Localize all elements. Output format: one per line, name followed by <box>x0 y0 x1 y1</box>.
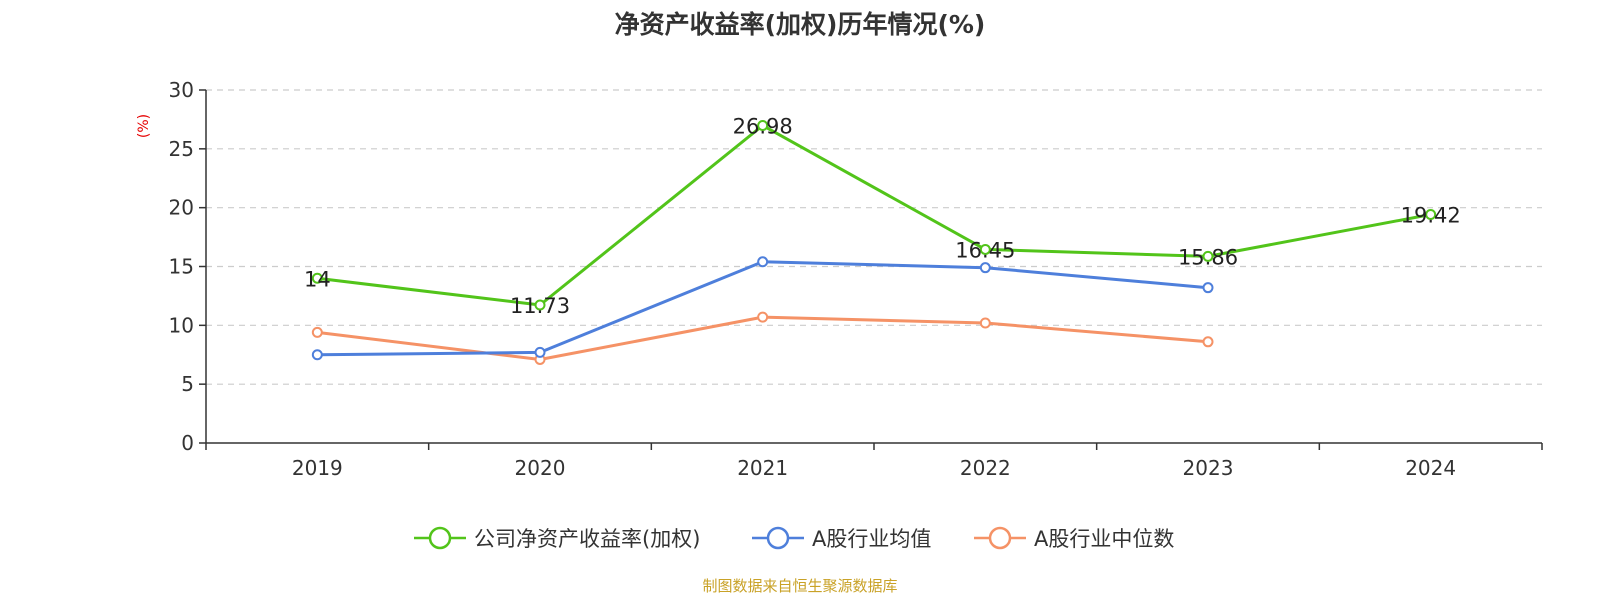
data-label: 19.42 <box>1401 203 1461 227</box>
data-point[interactable] <box>757 120 769 132</box>
data-label: 11.73 <box>510 294 570 318</box>
legend: 公司净资产收益率(加权) A股行业均值 A股行业中位数 <box>414 526 1174 551</box>
legend-item-2[interactable]: A股行业中位数 <box>974 526 1174 551</box>
legend-marker <box>428 526 452 550</box>
data-label: 15.86 <box>1178 245 1238 269</box>
legend-label: A股行业中位数 <box>1034 527 1174 551</box>
data-label: 16.45 <box>955 238 1015 262</box>
data-point[interactable] <box>1202 282 1214 294</box>
data-point[interactable] <box>757 256 769 268</box>
x-tick-label: 2019 <box>292 456 343 480</box>
series-line <box>317 260 1209 357</box>
series-0 <box>311 120 1437 311</box>
series <box>311 120 1437 365</box>
legend-marker <box>766 526 790 550</box>
legend-label: 公司净资产收益率(加权) <box>474 527 700 551</box>
data-point[interactable] <box>979 243 991 255</box>
legend-label: A股行业均值 <box>812 527 931 551</box>
y-axis-unit-label: (%) <box>136 114 152 138</box>
y-tick-label: 15 <box>169 255 194 279</box>
x-tick-label: 2023 <box>1183 456 1234 480</box>
data-point[interactable] <box>979 317 991 329</box>
y-tick-label: 30 <box>169 78 194 102</box>
y-tick-label: 5 <box>181 372 194 396</box>
chart-title: 净资产收益率(加权)历年情况(%) <box>615 10 986 39</box>
legend-marker <box>988 526 1012 550</box>
y-tick-label: 0 <box>181 431 194 455</box>
data-point[interactable] <box>757 311 769 323</box>
data-labels: 14 11.73 26.98 16.45 15.86 19.42 <box>304 115 1461 318</box>
legend-item-1[interactable]: A股行业均值 <box>752 526 931 551</box>
series-2 <box>311 311 1214 365</box>
data-point[interactable] <box>1202 250 1214 262</box>
data-point[interactable] <box>534 346 546 358</box>
data-point[interactable] <box>979 262 991 274</box>
data-point[interactable] <box>311 272 323 284</box>
y-tick-label: 25 <box>169 137 194 161</box>
x-tick-label: 2024 <box>1405 456 1456 480</box>
data-point[interactable] <box>1425 208 1437 220</box>
x-tick-label: 2022 <box>960 456 1011 480</box>
y-tick-label: 10 <box>169 313 194 337</box>
axes: 0 5 10 15 20 25 30 2019 2020 2021 2022 2023 2024 <box>169 78 1543 480</box>
data-point[interactable] <box>311 326 323 338</box>
data-label: 14 <box>304 267 331 291</box>
series-line <box>317 124 1431 307</box>
data-point[interactable] <box>534 299 546 311</box>
source-note: 制图数据来自恒生聚源数据库 <box>702 577 897 595</box>
series-1 <box>311 256 1214 361</box>
y-tick-label: 20 <box>169 196 194 220</box>
data-point[interactable] <box>311 349 323 361</box>
legend-item-0[interactable]: 公司净资产收益率(加权) <box>414 526 700 551</box>
x-tick-label: 2021 <box>737 456 788 480</box>
data-point[interactable] <box>1202 336 1214 348</box>
gridlines <box>206 89 1542 385</box>
data-label: 26.98 <box>733 115 793 139</box>
x-tick-label: 2020 <box>515 456 566 480</box>
